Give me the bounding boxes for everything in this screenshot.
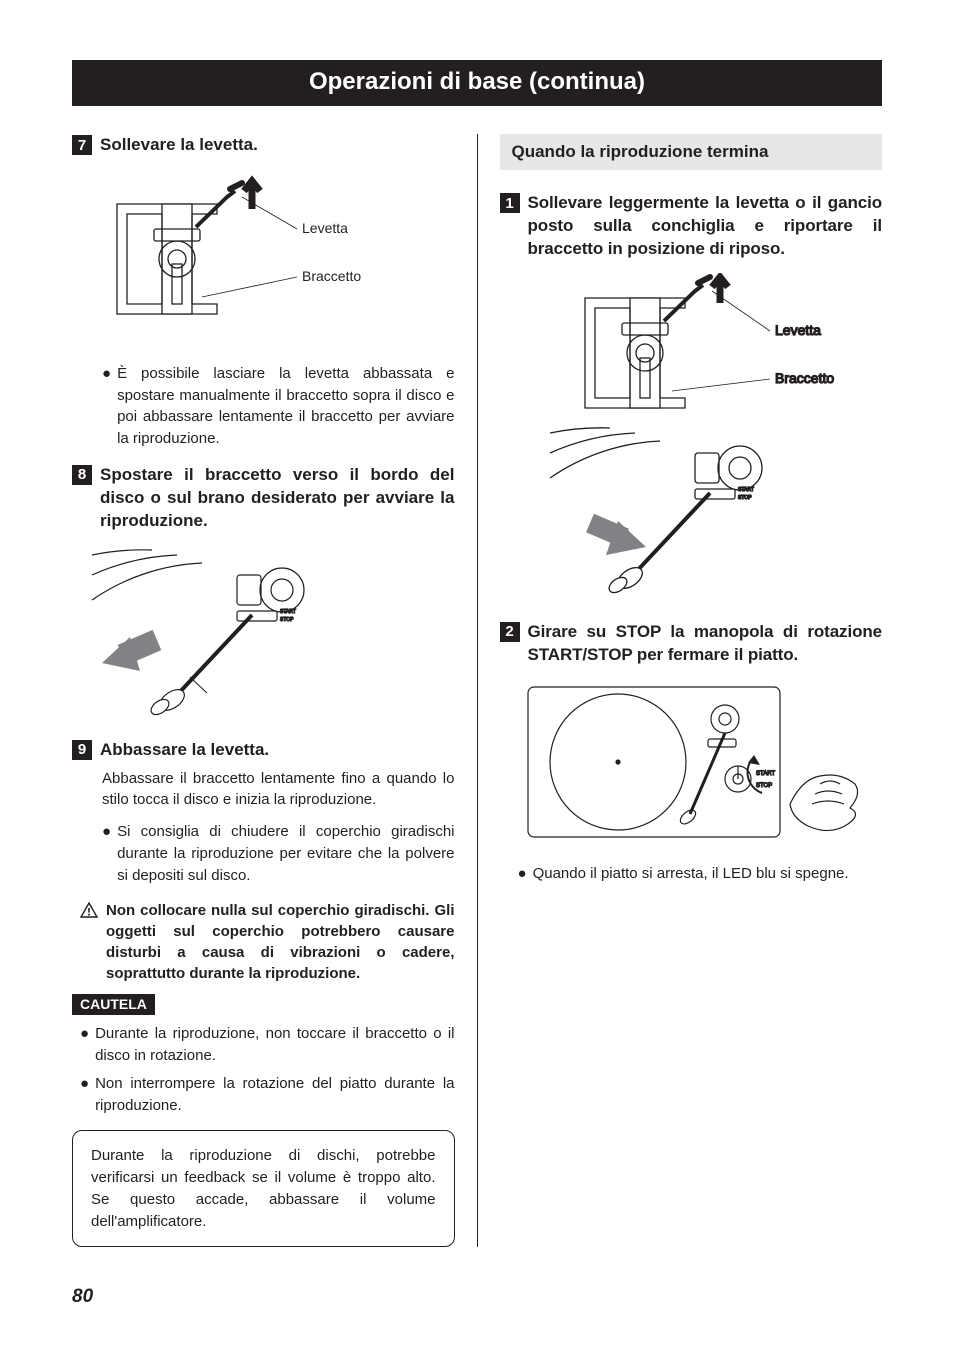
figure-lever-raise: Levetta Braccetto — [102, 169, 455, 349]
svg-text:START: START — [280, 609, 296, 615]
step-7: 7 Sollevare la levetta. — [72, 134, 455, 157]
column-divider — [477, 134, 478, 1247]
feedback-box: Durante la riproduzione di dischi, potre… — [72, 1130, 455, 1247]
label-levetta: Levetta — [775, 322, 821, 338]
cautela-bullet-2: ● Non interrompere la rotazione del piat… — [80, 1073, 455, 1117]
figure-stop-knob: START STOP — [520, 679, 883, 849]
bullet-icon: ● — [102, 363, 111, 450]
step-heading: Spostare il braccetto verso il bordo del… — [100, 464, 455, 533]
svg-text:START: START — [738, 487, 754, 493]
left-column: 7 Sollevare la levetta. — [72, 134, 455, 1247]
cautela-bullet-1: ● Durante la riproduzione, non toccare i… — [80, 1023, 455, 1067]
page-title: Operazioni di base (continua) — [72, 60, 882, 106]
svg-text:STOP: STOP — [280, 617, 294, 623]
page-number: 80 — [72, 1286, 93, 1308]
figure-move-arm: START STOP — [82, 545, 455, 725]
step-number: 2 — [500, 622, 520, 642]
warning-icon — [80, 902, 98, 984]
bullet-icon: ● — [518, 863, 527, 885]
svg-text:STOP: STOP — [738, 495, 752, 501]
step-8: 8 Spostare il braccetto verso il bordo d… — [72, 464, 455, 533]
label-levetta: Levetta — [302, 220, 348, 236]
label-braccetto: Braccetto — [775, 370, 834, 386]
right-column: Quando la riproduzione termina 1 Solleva… — [500, 134, 883, 1247]
step9-note: ● Si consiglia di chiudere il coperchio … — [102, 821, 455, 886]
right-step-2: 2 Girare su STOP la manopola di rotazion… — [500, 621, 883, 667]
step-heading: Sollevare la levetta. — [100, 134, 258, 157]
svg-text:START: START — [756, 771, 775, 777]
step-number: 9 — [72, 740, 92, 760]
step-number: 1 — [500, 193, 520, 213]
step9-body: Abbassare il braccetto lentamente fino a… — [102, 768, 455, 812]
figure-return-arm: Levetta Braccetto START STOP — [540, 273, 883, 603]
step-heading: Abbassare la levetta. — [100, 739, 269, 762]
cautela-label: CAUTELA — [72, 994, 155, 1015]
step9-warning: Non collocare nulla sul coperchio giradi… — [80, 900, 455, 984]
step-heading: Girare su STOP la manopola di rotazione … — [528, 621, 883, 667]
svg-text:STOP: STOP — [756, 783, 772, 789]
label-braccetto: Braccetto — [302, 268, 361, 284]
step-number: 8 — [72, 465, 92, 485]
step-heading: Sollevare leggermente la levetta o il ga… — [528, 192, 883, 261]
subhead-when-playback-ends: Quando la riproduzione termina — [500, 134, 883, 170]
right-step-1: 1 Sollevare leggermente la levetta o il … — [500, 192, 883, 261]
step-number: 7 — [72, 135, 92, 155]
step7-note: ● È possibile lasciare la levetta abbass… — [102, 363, 455, 450]
bullet-icon: ● — [80, 1023, 89, 1067]
bullet-icon: ● — [102, 821, 111, 886]
step-9: 9 Abbassare la levetta. — [72, 739, 455, 762]
right-step2-note: ● Quando il piatto si arresta, il LED bl… — [518, 863, 883, 885]
bullet-icon: ● — [80, 1073, 89, 1117]
